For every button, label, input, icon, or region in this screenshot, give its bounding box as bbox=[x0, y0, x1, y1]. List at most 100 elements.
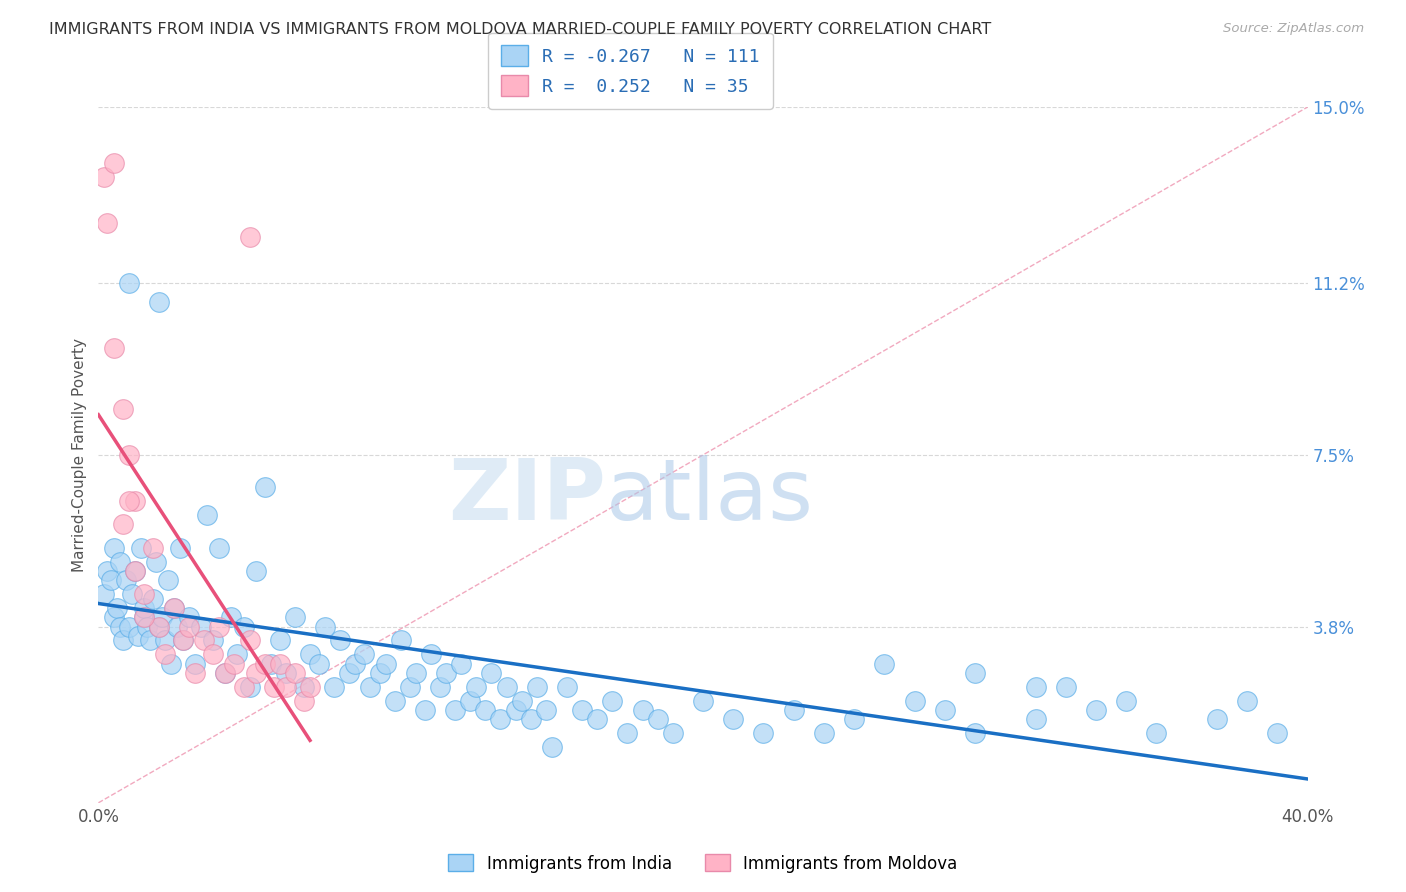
Point bbox=[314, 619, 336, 633]
Point bbox=[661, 726, 683, 740]
Point bbox=[965, 665, 987, 680]
Text: ZIP: ZIP bbox=[449, 455, 606, 538]
Point bbox=[405, 665, 427, 680]
Point bbox=[1144, 726, 1167, 740]
Point bbox=[163, 601, 186, 615]
Point bbox=[555, 680, 578, 694]
Point bbox=[360, 680, 382, 694]
Point bbox=[269, 657, 291, 671]
Point bbox=[208, 619, 231, 633]
Point bbox=[571, 703, 593, 717]
Point bbox=[245, 564, 267, 578]
Point bbox=[118, 494, 141, 508]
Point bbox=[308, 657, 330, 671]
Point bbox=[586, 712, 609, 726]
Point bbox=[384, 694, 406, 708]
Point bbox=[118, 619, 141, 633]
Point bbox=[193, 633, 215, 648]
Point bbox=[239, 633, 262, 648]
Point bbox=[723, 712, 745, 726]
Point bbox=[647, 712, 669, 726]
Point bbox=[105, 601, 128, 615]
Point bbox=[458, 694, 481, 708]
Point bbox=[226, 648, 249, 662]
Text: IMMIGRANTS FROM INDIA VS IMMIGRANTS FROM MOLDOVA MARRIED-COUPLE FAMILY POVERTY C: IMMIGRANTS FROM INDIA VS IMMIGRANTS FROM… bbox=[49, 22, 991, 37]
Point bbox=[179, 610, 201, 624]
Point bbox=[111, 633, 134, 648]
Legend: R = -0.267   N = 111, R =  0.252   N = 35: R = -0.267 N = 111, R = 0.252 N = 35 bbox=[488, 33, 773, 109]
Point bbox=[752, 726, 775, 740]
Point bbox=[1267, 726, 1289, 740]
Point bbox=[481, 665, 503, 680]
Point bbox=[184, 665, 207, 680]
Point bbox=[103, 341, 125, 355]
Point bbox=[160, 657, 183, 671]
Point bbox=[260, 657, 283, 671]
Point bbox=[124, 494, 146, 508]
Point bbox=[202, 648, 225, 662]
Point bbox=[118, 277, 141, 291]
Point bbox=[540, 740, 562, 755]
Point bbox=[93, 587, 115, 601]
Point bbox=[519, 712, 541, 726]
Point bbox=[274, 680, 297, 694]
Point bbox=[96, 216, 118, 230]
Point bbox=[284, 610, 307, 624]
Point bbox=[142, 541, 165, 555]
Point bbox=[783, 703, 806, 717]
Text: atlas: atlas bbox=[606, 455, 814, 538]
Point bbox=[239, 230, 262, 244]
Point bbox=[221, 610, 243, 624]
Point bbox=[692, 694, 714, 708]
Point bbox=[269, 633, 291, 648]
Point bbox=[353, 648, 375, 662]
Point bbox=[420, 648, 443, 662]
Point bbox=[329, 633, 352, 648]
Point bbox=[489, 712, 512, 726]
Point bbox=[873, 657, 896, 671]
Point bbox=[344, 657, 367, 671]
Point bbox=[111, 517, 134, 532]
Point bbox=[184, 657, 207, 671]
Point bbox=[142, 591, 165, 606]
Point bbox=[135, 619, 157, 633]
Point bbox=[465, 680, 488, 694]
Point bbox=[299, 680, 322, 694]
Point bbox=[232, 619, 254, 633]
Point bbox=[253, 657, 276, 671]
Point bbox=[450, 657, 472, 671]
Point bbox=[132, 601, 155, 615]
Point bbox=[232, 680, 254, 694]
Point bbox=[444, 703, 467, 717]
Point bbox=[148, 619, 170, 633]
Point bbox=[108, 555, 131, 569]
Point bbox=[214, 665, 236, 680]
Point bbox=[208, 541, 231, 555]
Point bbox=[163, 601, 186, 615]
Point bbox=[114, 573, 136, 587]
Point bbox=[148, 619, 170, 633]
Point bbox=[118, 448, 141, 462]
Point bbox=[1085, 703, 1108, 717]
Point bbox=[124, 564, 146, 578]
Point bbox=[129, 541, 152, 555]
Text: Source: ZipAtlas.com: Source: ZipAtlas.com bbox=[1223, 22, 1364, 36]
Point bbox=[1206, 712, 1229, 726]
Point bbox=[111, 401, 134, 416]
Point bbox=[284, 665, 307, 680]
Legend: Immigrants from India, Immigrants from Moldova: Immigrants from India, Immigrants from M… bbox=[441, 847, 965, 880]
Point bbox=[844, 712, 866, 726]
Point bbox=[103, 541, 125, 555]
Point bbox=[127, 629, 149, 643]
Point bbox=[374, 657, 396, 671]
Point bbox=[292, 694, 315, 708]
Point bbox=[1115, 694, 1137, 708]
Point bbox=[526, 680, 548, 694]
Point bbox=[389, 633, 412, 648]
Point bbox=[904, 694, 927, 708]
Point bbox=[631, 703, 654, 717]
Point bbox=[132, 610, 155, 624]
Point bbox=[121, 587, 143, 601]
Point bbox=[1024, 680, 1046, 694]
Point bbox=[292, 680, 315, 694]
